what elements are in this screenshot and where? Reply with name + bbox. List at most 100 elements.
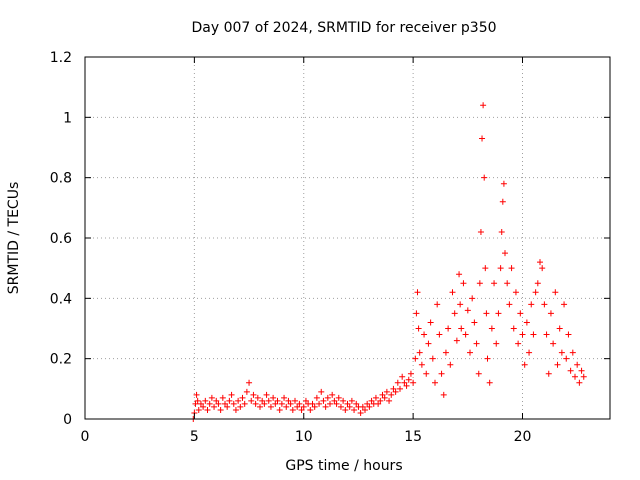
data-point (493, 340, 500, 347)
data-point (208, 394, 215, 401)
data-point (232, 406, 239, 413)
data-point (259, 397, 266, 404)
data-point (270, 394, 277, 401)
data-point (335, 394, 342, 401)
data-point (486, 379, 493, 386)
data-point (252, 400, 259, 407)
data-point (397, 385, 403, 392)
data-point (246, 379, 253, 386)
data-point (456, 271, 463, 278)
y-tick-label: 0.4 (50, 291, 72, 307)
data-point (467, 349, 473, 356)
y-tick-label: 0 (63, 412, 72, 428)
data-point (265, 397, 272, 404)
data-point (316, 400, 323, 407)
data-point (539, 265, 546, 272)
data-point (418, 361, 425, 368)
y-axis-title: SRMTID / TECUs (6, 182, 22, 295)
x-tick-label: 5 (190, 429, 199, 445)
data-point (250, 391, 257, 398)
data-point (412, 355, 419, 362)
data-point (222, 400, 228, 407)
data-point (502, 250, 508, 257)
data-point (333, 400, 340, 407)
y-tick-label: 1.2 (50, 50, 72, 66)
data-point (569, 349, 576, 356)
x-axis-title: GPS time / hours (285, 458, 402, 474)
data-point (283, 403, 290, 410)
data-point (482, 265, 489, 272)
data-point (436, 331, 443, 338)
data-point (307, 406, 314, 413)
data-point (224, 403, 231, 410)
data-point (578, 367, 585, 374)
data-point (217, 406, 224, 413)
data-point (550, 340, 557, 347)
chart-title: Day 007 of 2024, SRMTID for receiver p35… (191, 20, 496, 36)
data-point (368, 397, 375, 404)
data-point (383, 388, 390, 395)
data-point (364, 400, 371, 407)
data-point (445, 325, 452, 332)
data-point (228, 391, 235, 398)
data-point (386, 397, 393, 404)
data-point (442, 349, 449, 356)
data-point (285, 397, 292, 404)
data-point (377, 397, 384, 404)
data-point (498, 228, 505, 235)
plot-frame (84, 56, 611, 420)
data-point (346, 403, 353, 410)
data-point (372, 394, 379, 401)
data-point (311, 403, 318, 410)
axis-ticks: 0 5 10 15 20 0 0.2 0.4 0.6 0.8 1 1.2 (50, 50, 610, 445)
data-point (475, 370, 482, 377)
data-point (427, 319, 434, 326)
data-point (508, 265, 515, 272)
data-point (519, 331, 526, 338)
data-point (425, 340, 432, 347)
data-point (415, 325, 422, 332)
x-tick-label: 20 (514, 429, 532, 445)
data-point (300, 403, 307, 410)
data-point (432, 379, 438, 386)
data-point (510, 325, 517, 332)
data-point (215, 400, 222, 407)
data-point (309, 400, 316, 407)
data-point (521, 361, 528, 368)
data-point (488, 325, 495, 332)
data-point (351, 406, 358, 413)
data-point (479, 135, 486, 142)
data-point (547, 310, 554, 317)
data-point (192, 400, 199, 407)
data-point (248, 397, 255, 404)
data-point (329, 391, 336, 398)
data-point (348, 397, 355, 404)
data-point (416, 349, 423, 356)
data-point (528, 301, 535, 308)
data-point (405, 376, 412, 383)
data-point (235, 397, 242, 404)
data-point (580, 373, 587, 380)
data-point (241, 400, 248, 407)
data-point (534, 280, 541, 287)
grid-layer (85, 57, 610, 419)
data-point (261, 400, 268, 407)
data-point (526, 349, 533, 356)
data-point (200, 403, 207, 410)
data-point (414, 289, 421, 296)
data-point (541, 301, 548, 308)
data-point (543, 331, 550, 338)
data-point (438, 370, 445, 377)
data-point (504, 280, 511, 287)
data-point (477, 228, 484, 235)
data-point (517, 310, 524, 317)
data-point (440, 391, 447, 398)
data-point (429, 355, 436, 362)
data-point (530, 331, 537, 338)
data-point (413, 310, 420, 317)
data-point (561, 301, 568, 308)
data-point (298, 406, 305, 413)
data-point (567, 367, 574, 374)
data-point (476, 280, 483, 287)
